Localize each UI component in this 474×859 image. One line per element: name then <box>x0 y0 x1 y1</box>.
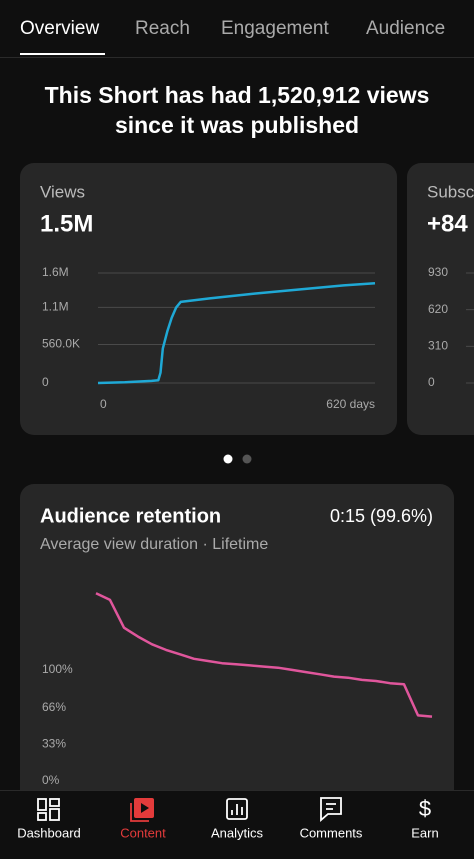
retention-value: 0:15 (99.6%) <box>330 506 433 526</box>
y-tick-label: 0 <box>428 375 435 389</box>
headline: since it was published <box>115 112 359 138</box>
nav-divider <box>0 790 474 791</box>
nav-label[interactable]: Analytics <box>211 825 264 840</box>
icon-part <box>130 803 149 822</box>
bottom-nav: $ Dashboard Content Analytics Comments E… <box>0 790 474 859</box>
icon-part <box>49 808 60 821</box>
icon-part <box>37 798 47 811</box>
y-tick-label: 0 <box>42 375 49 389</box>
card-value: +84 <box>427 210 468 237</box>
data-line <box>95 592 433 718</box>
icon-part <box>37 812 47 821</box>
y-tick-label: 1.6M <box>42 265 69 279</box>
y-tick-label: 33% <box>42 737 66 751</box>
data-line <box>97 282 376 385</box>
analytics-icon <box>226 798 248 820</box>
tab[interactable]: Engagement <box>221 18 329 39</box>
x-tick-label: 620 days <box>326 397 375 411</box>
subscribers-card[interactable] <box>407 163 474 435</box>
card-title: Views <box>40 182 85 201</box>
headline: This Short has had 1,520,912 views <box>45 82 430 108</box>
page-dot-active[interactable] <box>223 454 233 464</box>
icon-part <box>320 797 342 822</box>
card-value: 1.5M <box>40 210 93 237</box>
icon-part <box>326 803 336 810</box>
comments-icon <box>320 797 342 822</box>
dashboard-icon <box>37 798 60 821</box>
y-tick-label: 560.0K <box>42 337 80 351</box>
y-tick-label: 310 <box>428 339 448 353</box>
nav-label[interactable]: Dashboard <box>17 825 81 840</box>
nav-label[interactable]: Earn <box>411 825 438 840</box>
y-tick-label: 620 <box>428 302 448 316</box>
tab[interactable]: Overview <box>20 18 99 39</box>
tab[interactable]: Audience <box>366 18 445 39</box>
card-title: Subscribers <box>427 182 474 201</box>
page-dot[interactable] <box>242 454 252 464</box>
retention-title: Audience retention <box>40 505 221 527</box>
divider <box>0 57 474 58</box>
charts: 1.6M 1.1M 560.0K 0 0 620 days 930 620 310 0 100% 66… <box>42 265 474 787</box>
y-tick-label: 1.1M <box>42 300 69 314</box>
nav-label[interactable]: Content <box>120 825 166 840</box>
earn-icon: $ <box>419 796 431 821</box>
content-icon <box>130 798 154 822</box>
nav-label[interactable]: Comments <box>300 825 363 840</box>
icon-part <box>226 798 248 820</box>
tab-underline <box>20 53 105 55</box>
icon-part <box>231 804 243 815</box>
icon-part <box>141 803 149 813</box>
x-tick-label: 0 <box>100 397 107 411</box>
y-tick-label: 930 <box>428 265 448 279</box>
y-tick-label: 66% <box>42 700 66 714</box>
tab[interactable]: Reach <box>135 18 190 39</box>
nav-background <box>0 790 474 859</box>
retention-card[interactable] <box>20 484 454 824</box>
y-tick-label: 0% <box>42 773 60 787</box>
icon-part <box>49 798 60 807</box>
y-tick-label: 100% <box>42 662 73 676</box>
retention-subtitle: Average view duration · Lifetime <box>40 536 268 553</box>
